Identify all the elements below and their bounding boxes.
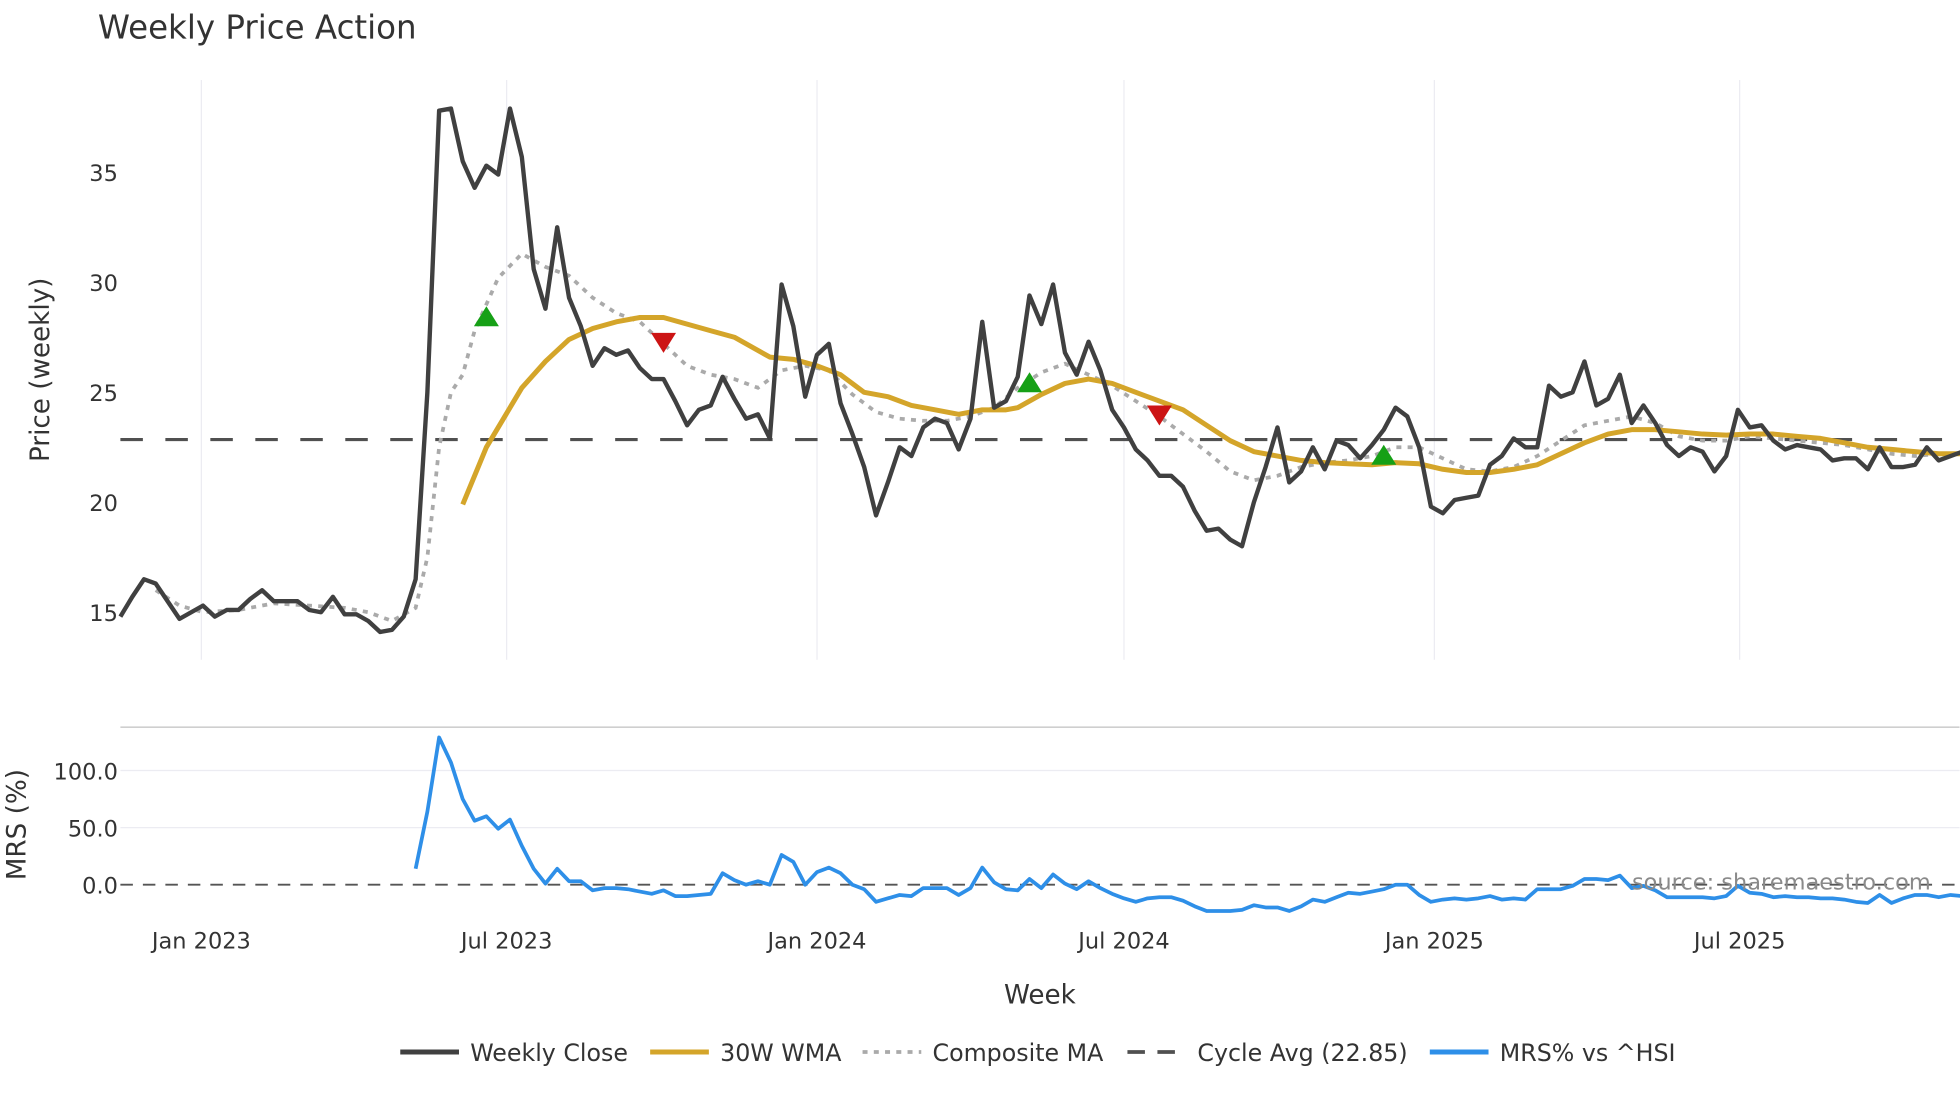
- legend: Weekly Close 30W WMA Composite MA Cycle Avg…: [400, 1039, 1676, 1067]
- legend-label: 30W WMA: [720, 1039, 842, 1067]
- x-tick-label: Jul 2023: [459, 928, 552, 954]
- mrs-line: [413, 735, 1960, 913]
- legend-label: Cycle Avg (22.85): [1197, 1039, 1407, 1067]
- mrs-axis-title: MRS (%): [2, 769, 32, 880]
- price-y-tick-label: 20: [89, 491, 118, 517]
- mrs-y-tick-label: 0.0: [82, 873, 118, 899]
- x-tick-label: Jan 2023: [150, 928, 251, 954]
- price-axis-title: Price (weekly): [26, 278, 56, 462]
- sell-signal-marker: [1146, 405, 1172, 426]
- x-axis-title: Week: [1004, 980, 1077, 1010]
- legend-label: MRS% vs ^HSI: [1500, 1039, 1676, 1067]
- price-y-tick-label: 35: [89, 161, 118, 187]
- price-y-tick-label: 15: [89, 601, 118, 627]
- chart-title: Weekly Price Action: [98, 9, 417, 47]
- legend-label: Composite MA: [933, 1039, 1105, 1067]
- x-tick-label: Jan 2025: [1383, 928, 1484, 954]
- watermark: source: sharemaestro.com: [1632, 870, 1931, 896]
- wma-30w-line: [460, 314, 1960, 506]
- weekly-close-line: [118, 106, 1960, 635]
- x-tick-label: Jul 2025: [1692, 928, 1785, 954]
- legend-label: Weekly Close: [470, 1039, 628, 1067]
- buy-signal-marker: [1371, 444, 1397, 465]
- composite-ma-line: [154, 251, 1960, 624]
- price-y-tick-label: 30: [89, 271, 118, 297]
- mrs-y-tick-label: 100.0: [54, 759, 118, 785]
- buy-signal-marker: [473, 306, 499, 327]
- price-y-tick-label: 25: [89, 381, 118, 407]
- buy-signal-marker: [1017, 372, 1043, 393]
- sell-signal-marker: [651, 332, 677, 353]
- x-tick-label: Jul 2024: [1076, 928, 1169, 954]
- mrs-y-tick-label: 50.0: [68, 816, 118, 842]
- x-tick-label: Jan 2024: [766, 928, 867, 954]
